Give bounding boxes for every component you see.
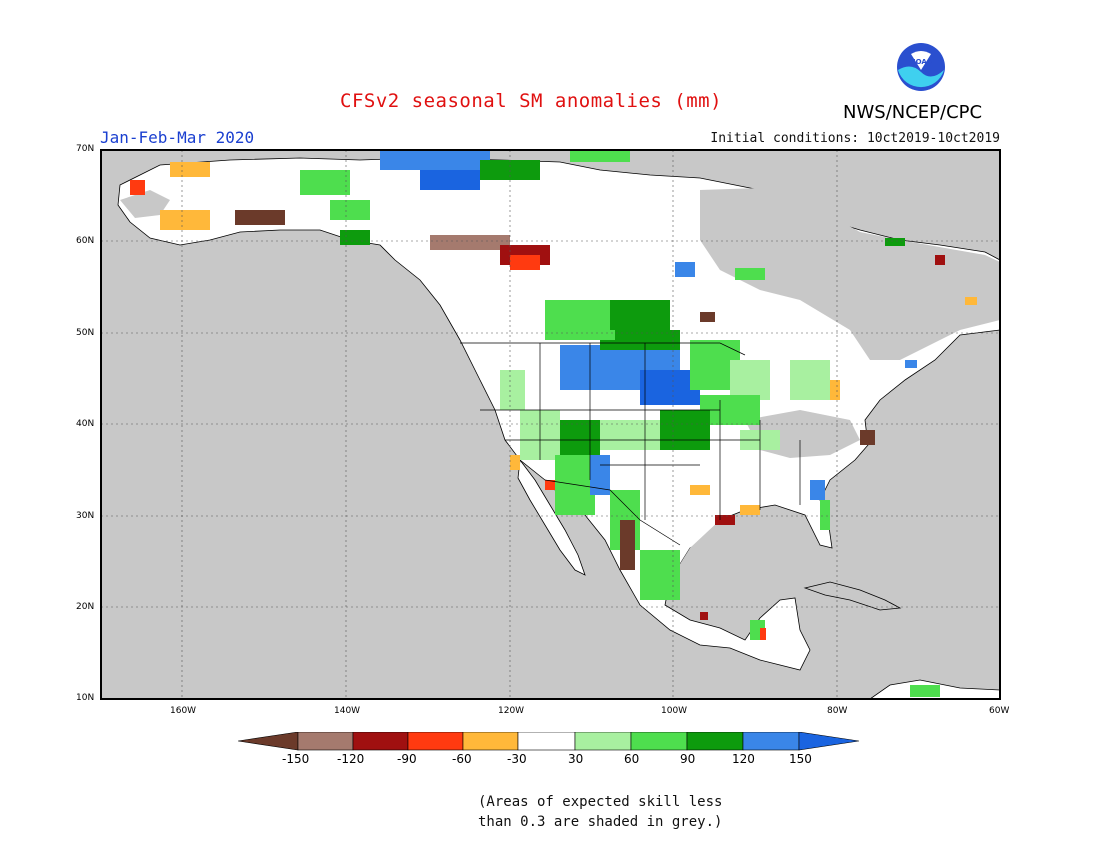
- lon-label-80w: 80W: [827, 706, 848, 716]
- grey-zone-alaska: [120, 190, 170, 218]
- colorbar-arrow-left: [238, 732, 299, 751]
- colorbar-tick: -120: [337, 752, 365, 766]
- colorbar-bin: [297, 732, 354, 751]
- season-label: Jan-Feb-Mar 2020: [100, 128, 255, 147]
- agency-label: NWS/NCEP/CPC: [843, 102, 983, 123]
- noaa-logo-text: NOAA: [910, 58, 933, 66]
- colorbar-tick: -60: [452, 752, 472, 766]
- noaa-logo: NOAA: [897, 43, 945, 91]
- baja-peninsula: [517, 458, 586, 576]
- colorbar-bin: [742, 732, 800, 751]
- footnote-line-1: (Areas of expected skill less: [478, 794, 723, 810]
- colorbar-tick: 150: [789, 752, 812, 766]
- footnote: (Areas of expected skill less than 0.3 ar…: [478, 792, 722, 832]
- colorbar-tick: 90: [680, 752, 696, 766]
- lat-label-30n: 30N: [76, 511, 95, 521]
- graticule: [101, 150, 1000, 699]
- colorbar-tick: 30: [568, 752, 584, 766]
- colorbar-bin: [574, 732, 632, 751]
- lat-label-40n: 40N: [76, 419, 95, 429]
- colorbar-tick: 120: [732, 752, 755, 766]
- grey-zone-gulf: [670, 508, 805, 600]
- colorbar-tick: 60: [624, 752, 640, 766]
- lon-label-120w: 120W: [498, 706, 525, 716]
- lon-label-160w: 160W: [170, 706, 197, 716]
- chart-title: CFSv2 seasonal SM anomalies (mm): [340, 90, 723, 112]
- colorbar: [238, 732, 860, 751]
- map-frame: [100, 149, 1001, 700]
- colorbar-bin: [352, 732, 409, 751]
- lon-label-60w: 60W: [989, 706, 1010, 716]
- colorbar-bin: [517, 732, 576, 751]
- boundaries: [460, 342, 801, 546]
- lon-label-100w: 100W: [661, 706, 688, 716]
- lat-label-60n: 60N: [76, 236, 95, 246]
- lon-label-140w: 140W: [334, 706, 361, 716]
- footnote-line-2: than 0.3 are shaded in grey.): [478, 814, 723, 830]
- cuba: [803, 581, 902, 611]
- colorbar-bin: [462, 732, 519, 751]
- lat-label-20n: 20N: [76, 602, 95, 612]
- colorbar-tick: -150: [282, 752, 310, 766]
- colorbar-tick: -30: [507, 752, 527, 766]
- lat-label-50n: 50N: [76, 328, 95, 338]
- colorbar-bin: [407, 732, 464, 751]
- colorbar-bin: [630, 732, 688, 751]
- colorbar-tick: -90: [397, 752, 417, 766]
- initial-conditions: Initial conditions: 10ct2019-10ct2019: [710, 131, 1000, 146]
- colorbar-arrow-right: [798, 732, 860, 751]
- colorbar-bin: [686, 732, 744, 751]
- grey-zone-canada-east: [700, 188, 1000, 360]
- anomaly-patches: [130, 150, 977, 697]
- lat-label-10n: 10N: [76, 693, 95, 703]
- lat-label-70n: 70N: [76, 144, 95, 154]
